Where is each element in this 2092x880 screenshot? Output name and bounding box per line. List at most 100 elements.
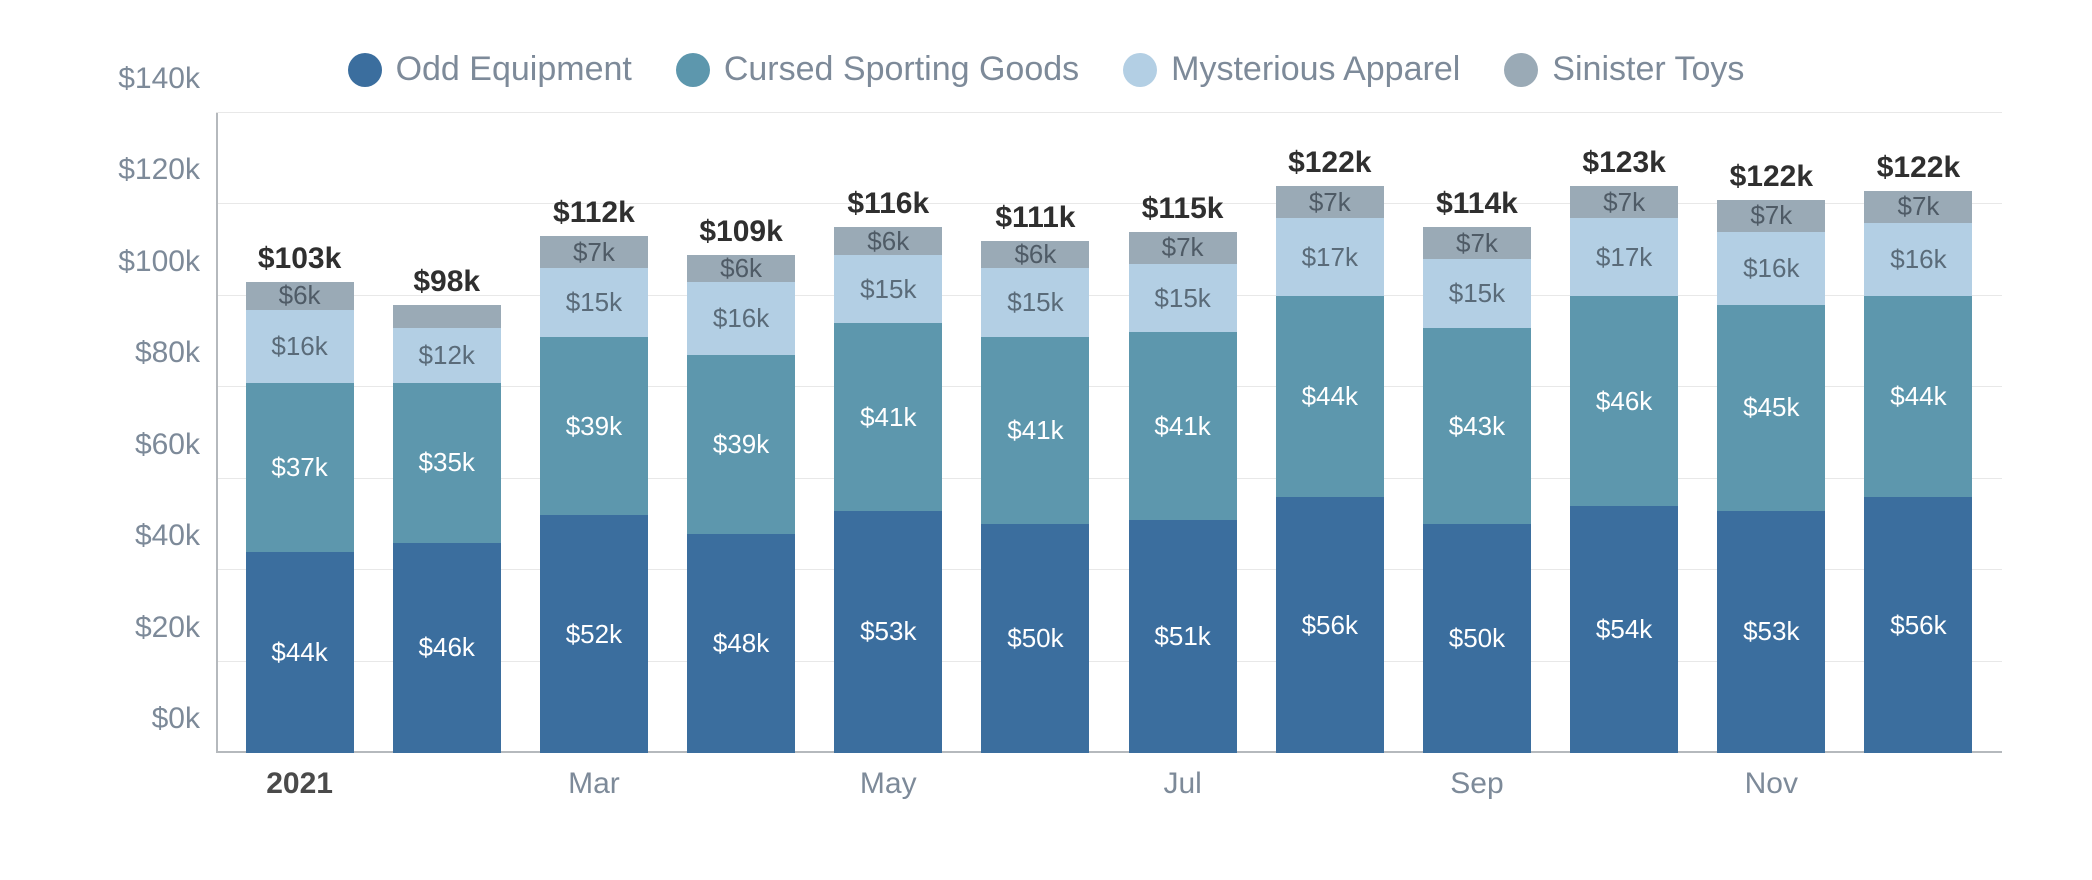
y-tick-label: $100k [118, 245, 200, 279]
bar-segment-odd: $53k [1717, 511, 1825, 753]
bar-segment-cursed: $43k [1423, 328, 1531, 525]
y-tick-label: $120k [118, 153, 200, 187]
bar-segment-mysterious: $17k [1570, 218, 1678, 296]
bar-column: $116k$53k$41k$15k$6k [815, 113, 962, 753]
bar-column: $112k$52k$39k$15k$7k [520, 113, 667, 753]
bar-total-label: $111k [995, 201, 1075, 235]
bar-segment-cursed: $44k [1864, 296, 1972, 497]
x-tick-label: Mar [520, 753, 667, 801]
bar-segment-cursed: $41k [1129, 332, 1237, 519]
y-tick-label: $80k [135, 336, 200, 370]
bar-column: $115k $51k$41k$15k$7k [1109, 113, 1256, 753]
bar-segment-cursed: $45k [1717, 305, 1825, 511]
bar-stack: $54k$46k$17k$7k [1570, 186, 1678, 753]
bar-stack: $48k$39k$16k$6k [687, 255, 795, 753]
y-tick-label: $40k [135, 519, 200, 553]
bar-segment-mysterious: $15k [1129, 264, 1237, 333]
bar-stack: $53k$41k$15k$6k [834, 227, 942, 753]
bars-container: $103k$44k$37k$16k$6k$98k$46k$35k$12k$112… [216, 113, 2002, 753]
x-tick-label [1551, 753, 1698, 801]
legend-item: Mysterious Apparel [1123, 50, 1460, 89]
bar-stack: $56k$44k$17k$7k [1276, 186, 1384, 753]
bar-segment-odd: $44k [246, 552, 354, 753]
bar-stack: $52k$39k$15k$7k [540, 236, 648, 753]
legend-swatch [348, 53, 382, 87]
x-tick-label [1845, 753, 1992, 801]
x-tick-label [668, 753, 815, 801]
bar-stack: $56k$44k$16k$7k [1864, 191, 1972, 753]
x-tick-label: Nov [1698, 753, 1845, 801]
bar-segment-cursed: $46k [1570, 296, 1678, 506]
legend-item: Sinister Toys [1504, 50, 1744, 89]
bar-segment-sinister: $7k [540, 236, 648, 268]
bar-segment-mysterious: $16k [687, 282, 795, 355]
bar-segment-odd: $48k [687, 534, 795, 753]
bar-total-label: $103k [258, 242, 341, 276]
bar-segment-sinister: $6k [981, 241, 1089, 268]
bar-total-label: $122k [1877, 151, 1960, 185]
bar-column: $103k $44k$37k$16k$6k [226, 113, 373, 753]
bar-column: $122k $53k$45k$16k$7k [1698, 113, 1845, 753]
legend-label: Odd Equipment [396, 50, 632, 89]
bar-segment-sinister: $7k [1864, 191, 1972, 223]
legend-swatch [1504, 53, 1538, 87]
bar-segment-odd: $54k [1570, 506, 1678, 753]
bar-segment-sinister: $7k [1717, 200, 1825, 232]
legend-swatch [1123, 53, 1157, 87]
bar-column: $123k $54k$46k$17k$7k [1551, 113, 1698, 753]
bar-column: $109k $48k$39k$16k$6k [668, 113, 815, 753]
bar-stack: $51k$41k$15k$7k [1129, 232, 1237, 753]
bar-segment-mysterious: $16k [246, 310, 354, 383]
bar-segment-mysterious: $16k [1717, 232, 1825, 305]
bar-stack: $50k$41k$15k$6k [981, 241, 1089, 753]
bar-total-label: $123k [1582, 146, 1665, 180]
bar-stack: $53k$45k$16k$7k [1717, 200, 1825, 753]
bar-segment-mysterious: $15k [981, 268, 1089, 337]
bar-total-label: $114k [1436, 187, 1518, 221]
bar-segment-sinister [393, 305, 501, 328]
bar-segment-odd: $50k [981, 524, 1089, 753]
bar-segment-cursed: $41k [834, 323, 942, 510]
bar-segment-sinister: $6k [687, 255, 795, 282]
y-tick-label: $60k [135, 428, 200, 462]
bar-total-label: $115k [1142, 192, 1224, 226]
bar-segment-odd: $52k [540, 515, 648, 753]
y-tick-label: $0k [152, 702, 200, 736]
x-tick-label [1256, 753, 1403, 801]
bar-segment-odd: $53k [834, 511, 942, 753]
bar-segment-odd: $46k [393, 543, 501, 753]
plot-area: $0k$20k$40k$60k$80k$100k$120k$140k $103k… [90, 113, 2002, 753]
x-tick-label [373, 753, 520, 801]
bar-segment-odd: $56k [1276, 497, 1384, 753]
bar-total-label: $109k [699, 215, 782, 249]
bar-segment-mysterious: $15k [540, 268, 648, 337]
bar-column: $122k $56k$44k$16k$7k [1845, 113, 1992, 753]
bar-segment-sinister: $7k [1423, 227, 1531, 259]
legend-item: Odd Equipment [348, 50, 632, 89]
bar-total-label: $122k [1288, 146, 1371, 180]
bar-total-label: $122k [1730, 160, 1813, 194]
bar-segment-odd: $51k [1129, 520, 1237, 753]
bar-stack: $44k$37k$16k$6k [246, 282, 354, 753]
bar-segment-cursed: $39k [687, 355, 795, 533]
bar-segment-sinister: $7k [1276, 186, 1384, 218]
bar-stack: $46k$35k$12k [393, 305, 501, 753]
x-axis: 2021MarMayJulSepNov [216, 753, 2002, 801]
x-tick-label: 2021 [226, 753, 373, 801]
stacked-bar-chart: Odd Equipment Cursed Sporting Goods Myster… [0, 0, 2092, 880]
legend-swatch [676, 53, 710, 87]
bar-column: $114k $50k$43k$15k$7k [1403, 113, 1550, 753]
y-tick-label: $140k [118, 62, 200, 96]
bar-segment-mysterious: $12k [393, 328, 501, 383]
bar-segment-cursed: $41k [981, 337, 1089, 524]
bar-segment-mysterious: $15k [1423, 259, 1531, 328]
bar-segment-odd: $56k [1864, 497, 1972, 753]
bar-column: $122k $56k$44k$17k$7k [1256, 113, 1403, 753]
bar-segment-odd: $50k [1423, 524, 1531, 753]
legend-label: Mysterious Apparel [1171, 50, 1460, 89]
bar-segment-mysterious: $16k [1864, 223, 1972, 296]
bar-column: $111k $50k$41k$15k$6k [962, 113, 1109, 753]
bar-segment-cursed: $37k [246, 383, 354, 552]
bar-total-label: $98k [413, 265, 480, 299]
legend-label: Cursed Sporting Goods [724, 50, 1079, 89]
